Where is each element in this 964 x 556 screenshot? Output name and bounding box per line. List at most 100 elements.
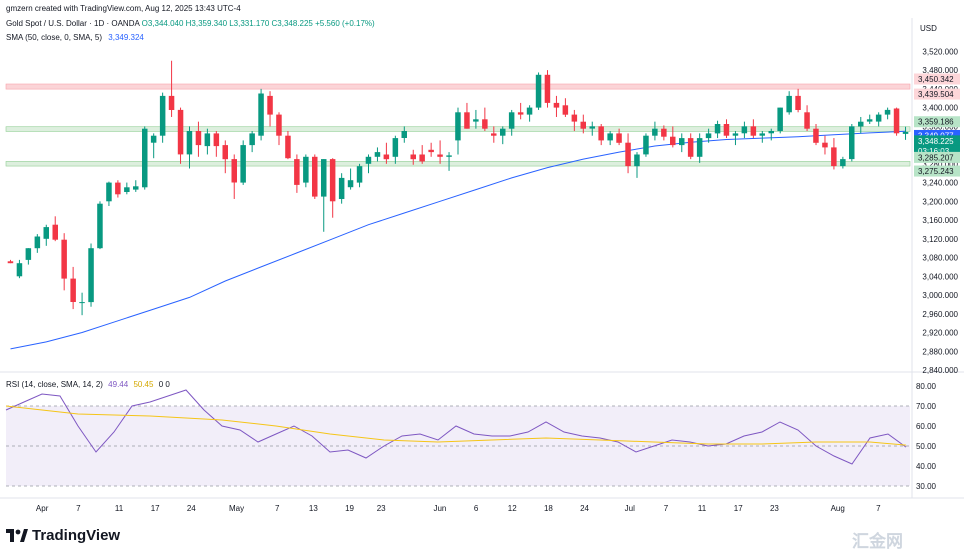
candle-body — [106, 182, 112, 202]
candle-body — [732, 133, 739, 136]
sma-name: SMA (50, close, 0, SMA, 5) — [6, 33, 103, 42]
candle-body — [34, 236, 41, 249]
candle — [455, 107, 461, 155]
candle — [106, 181, 112, 206]
candle-body — [723, 124, 730, 136]
time-tick-label: 7 — [275, 504, 280, 513]
candle — [500, 126, 506, 145]
candle — [222, 140, 228, 174]
brand-name: TradingView — [32, 527, 121, 544]
candle-body — [249, 133, 255, 146]
price-tag-text: 3,348.225 — [918, 137, 954, 146]
candle-body — [535, 74, 542, 108]
candle-body — [70, 278, 76, 302]
candle-body — [607, 133, 613, 141]
candle-body — [849, 126, 855, 160]
candle-body — [374, 152, 381, 157]
rsi-name: RSI (14, close, SMA, 14, 2) — [6, 380, 103, 389]
candle-body — [455, 112, 461, 141]
candle-body — [643, 135, 649, 155]
candle — [428, 142, 434, 157]
candle-body — [670, 136, 676, 146]
candle-body — [893, 108, 900, 134]
candle — [759, 131, 765, 143]
candle-body — [312, 156, 318, 197]
candle-body — [714, 124, 721, 134]
candle-body — [705, 133, 712, 139]
candle — [285, 131, 291, 160]
time-tick-label: Jun — [433, 504, 446, 513]
candle-body — [168, 95, 175, 110]
candle — [338, 173, 345, 204]
candle — [732, 131, 739, 146]
candle-body — [383, 154, 390, 160]
time-tick-label: 24 — [580, 504, 589, 513]
candle — [392, 135, 399, 164]
price-tag-text: 03:16:03 — [918, 147, 950, 156]
price-tag-last: 3,348.225 — [914, 135, 960, 147]
candle-body — [625, 142, 631, 167]
time-tick-label: May — [229, 504, 244, 513]
time-tick-label: 24 — [187, 504, 196, 513]
candle-body — [571, 114, 578, 122]
candle — [249, 131, 255, 153]
candle — [168, 60, 175, 117]
sma-legend: SMA (50, close, 0, SMA, 5) 3,349.324 — [6, 33, 144, 42]
candle-body — [679, 138, 685, 146]
candle — [589, 121, 595, 136]
price-tag-text: 3,285.207 — [918, 153, 954, 162]
time-tick-label: 11 — [115, 504, 124, 513]
candle-body — [329, 159, 336, 202]
price-tag-bg — [914, 135, 960, 147]
candle-body — [177, 109, 184, 155]
candle-body — [356, 166, 363, 183]
rsi-tick-label: 30.00 — [916, 482, 937, 491]
candle — [79, 292, 85, 316]
candle — [696, 133, 703, 163]
price-tag-bg — [914, 116, 960, 128]
time-tick-label: 18 — [544, 504, 553, 513]
candle — [750, 119, 757, 139]
candle — [679, 133, 685, 153]
candle-body — [562, 105, 569, 115]
candle-body — [338, 177, 345, 199]
candle-body — [616, 133, 622, 143]
candle — [866, 114, 873, 124]
candle-body — [875, 114, 882, 122]
candle — [491, 126, 497, 143]
candle — [97, 201, 103, 250]
price-tag-text: 3,359.186 — [918, 118, 954, 127]
candle-body — [52, 224, 58, 240]
candle-body — [446, 155, 452, 157]
time-tick-label: Apr — [36, 504, 49, 513]
rsi-legend: RSI (14, close, SMA, 14, 2) 49.44 50.45 … — [6, 380, 170, 389]
candle-body — [464, 112, 470, 129]
candle-body — [213, 133, 220, 147]
price-tick-label: 2,880.000 — [922, 347, 958, 356]
rsi-tick-label: 50.00 — [916, 442, 937, 451]
candle-body — [25, 248, 32, 260]
candle — [777, 107, 783, 134]
candle-body — [858, 121, 864, 127]
price-tick-label: 3,400.000 — [922, 104, 958, 113]
candle-body — [79, 302, 85, 304]
price-tick-label: 3,520.000 — [922, 47, 958, 56]
candle-body — [473, 119, 479, 122]
candle — [535, 72, 542, 110]
candle — [786, 91, 792, 115]
candle-body — [303, 156, 309, 183]
candle-body — [553, 102, 560, 108]
candle-body — [115, 182, 121, 195]
candle — [482, 107, 488, 132]
rsi-ma-value: 50.45 — [133, 380, 154, 389]
resistance-zone — [5, 83, 911, 90]
price-tag-text: 3,439.504 — [918, 90, 954, 99]
candle-body — [16, 263, 23, 277]
price-tick-label: 2,840.000 — [922, 366, 958, 375]
candle-body — [804, 112, 810, 129]
rsi-tick-label: 70.00 — [916, 402, 937, 411]
candle — [186, 126, 193, 169]
candle — [347, 168, 354, 190]
candle-body — [204, 133, 211, 147]
